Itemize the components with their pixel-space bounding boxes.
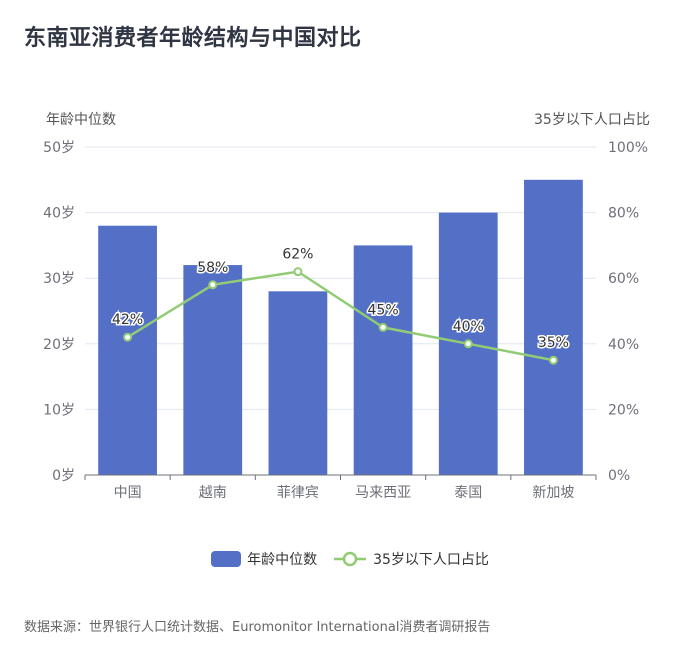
bar-swatch-icon — [211, 551, 242, 567]
x-axis-label: 新加坡 — [532, 485, 574, 501]
x-axis-label: 越南 — [199, 485, 227, 501]
left-axis-tick: 30岁 — [43, 271, 75, 287]
line-data-label: 42% — [112, 312, 143, 328]
x-axis-label: 马来西亚 — [355, 485, 411, 501]
line-data-label: 58% — [197, 260, 228, 276]
right-axis-name: 35岁以下人口占比 — [534, 112, 650, 128]
legend-bar-label: 年龄中位数 — [247, 552, 318, 568]
line-point[interactable] — [208, 280, 218, 290]
legend-item-bar[interactable]: 年龄中位数 — [211, 549, 317, 569]
combo-chart: 0岁 10岁 20岁 30岁 40岁 50岁 0% 20% 40% 60% 80% 100% 中国 越南 菲… — [43, 140, 648, 501]
chart-title: 东南亚消费者年龄结构与中国对比 — [24, 26, 362, 51]
right-axis-tick: 20% — [608, 402, 639, 418]
line-point[interactable] — [378, 322, 388, 332]
left-axis-tick: 0岁 — [52, 468, 75, 484]
right-axis-tick: 60% — [608, 271, 639, 287]
line-data-label: 35% — [538, 335, 569, 351]
right-axis-tick: 100% — [608, 140, 648, 156]
data-source: 数据来源：世界银行人口统计数据、Euromonitor Internationa… — [24, 620, 491, 635]
legend-item-line[interactable]: 35岁以下人口占比 — [333, 549, 489, 569]
line-data-label: 45% — [368, 302, 399, 318]
right-axis-tick: 0% — [608, 468, 630, 484]
legend-line-label: 35岁以下人口占比 — [373, 552, 489, 568]
line-data-label: 62% — [282, 247, 313, 263]
bar-马来西亚[interactable] — [353, 245, 413, 475]
legend: 年龄中位数 35岁以下人口占比 — [0, 549, 700, 569]
bar-菲律宾[interactable] — [268, 291, 328, 475]
bar-中国[interactable] — [98, 225, 157, 475]
line-point[interactable] — [548, 355, 558, 365]
bar-新加坡[interactable] — [524, 179, 583, 476]
line-point[interactable] — [463, 339, 473, 349]
left-axis-tick: 20岁 — [43, 337, 75, 353]
line-point[interactable] — [293, 267, 303, 277]
line-data-label: 40% — [453, 319, 484, 335]
left-axis-tick: 10岁 — [43, 402, 75, 418]
bar-越南[interactable] — [183, 265, 243, 475]
x-axis-label: 泰国 — [454, 485, 482, 501]
left-axis-name: 年龄中位数 — [46, 112, 116, 128]
x-axis-label: 中国 — [114, 485, 142, 501]
left-axis-tick: 50岁 — [43, 140, 75, 156]
left-axis-tick: 40岁 — [43, 206, 75, 222]
line-series — [126, 270, 554, 362]
x-axis-label: 菲律宾 — [277, 485, 319, 501]
line-point[interactable] — [123, 332, 133, 342]
line-marker-icon — [334, 551, 367, 567]
right-axis-tick: 80% — [608, 206, 639, 222]
right-axis-tick: 40% — [608, 337, 639, 353]
